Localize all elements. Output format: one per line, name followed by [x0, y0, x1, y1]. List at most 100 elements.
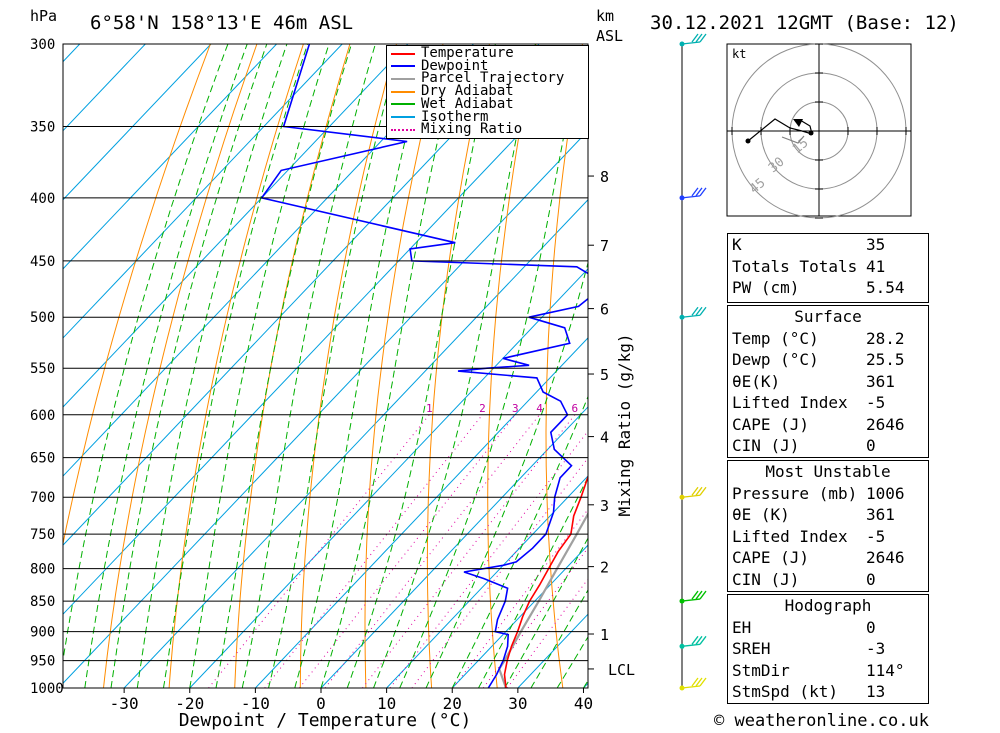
surface-dewp-value: 25.5	[866, 350, 905, 370]
height-tick-label: LCL	[608, 661, 635, 679]
indices-table: K 35 Totals Totals 41 PW (cm) 5.54	[727, 233, 929, 303]
wet-adiabat-line	[136, 44, 288, 688]
footer-credit[interactable]: © weatheronline.co.uk	[714, 711, 929, 731]
eh-value: 0	[866, 617, 876, 637]
surface-thetae-value: 361	[866, 371, 895, 391]
pressure-tick-label: 900	[30, 625, 55, 641]
height-tick-label: 3	[600, 497, 609, 515]
location-title: 6°58'N 158°13'E 46m ASL	[90, 12, 354, 34]
hodograph-trace-low	[781, 135, 805, 144]
dry-adiabat-line	[234, 44, 351, 688]
isotherm-line	[320, 406, 588, 688]
stmspd-label: StmSpd (kt)	[732, 682, 838, 702]
pressure-tick-label: 800	[30, 562, 55, 578]
axes: 3003504004505005506006507007508008509009…	[30, 33, 707, 731]
wind-barb	[679, 486, 707, 500]
legend-item: Wet Adiabat	[391, 95, 514, 112]
surface-cape-value: 2646	[866, 414, 905, 434]
datetime-title: 30.12.2021 12GMT (Base: 12)	[650, 12, 959, 34]
isotherm-line	[63, 60, 588, 615]
mu-cape-label: CAPE (J)	[732, 548, 810, 568]
mu-li-label: Lifted Index	[732, 526, 848, 546]
mixing-ratio-label: 2	[479, 402, 486, 415]
mixing-ratio-line	[324, 414, 540, 688]
surface-temp-label: Temp (°C)	[732, 328, 819, 348]
height-tick-label: 7	[600, 237, 609, 255]
temperature-tick-label: 30	[508, 694, 527, 713]
wet-adiabat-line	[63, 44, 229, 663]
storm-motion-marker	[793, 119, 803, 127]
isotherm-line	[63, 44, 146, 132]
wet-adiabat-line	[346, 44, 496, 688]
temperature-tick-label: 20	[443, 694, 462, 713]
hodograph-trace	[747, 118, 813, 142]
wind-barb	[679, 187, 707, 201]
isotherm-line	[63, 129, 588, 685]
stmdir-label: StmDir	[732, 660, 790, 680]
isotherm-line	[451, 544, 588, 688]
surface-cin-label: CIN (J)	[732, 436, 800, 456]
isotherm-line	[189, 268, 588, 688]
legend-swatch	[391, 103, 415, 106]
legend-item: Parcel Trajectory	[391, 71, 564, 85]
legend-swatch	[391, 77, 415, 80]
mixing-ratio-label: 20	[682, 402, 695, 415]
wet-adiabat-line	[320, 44, 461, 688]
mixing-ratio-line	[299, 414, 516, 688]
dry-adiabat-line	[545, 44, 583, 688]
height-tick-label: 1	[600, 626, 609, 644]
mixing-ratio-line	[264, 414, 483, 688]
legend: Temperature Dewpoint Parcel Trajectory Dry …	[386, 45, 589, 139]
mixing-ratio-axis-title: Mixing Ratio (g/kg)	[615, 333, 634, 516]
mixing-ratio-label: 6	[571, 402, 578, 415]
surface-cin-value: 0	[866, 436, 876, 456]
isotherm-line	[63, 44, 277, 270]
most-unstable-table: Most Unstable Pressure (mb) 1006 θE (K) 36…	[727, 460, 929, 592]
isotherm-line	[255, 337, 588, 688]
legend-label: Wet Adiabat	[421, 95, 514, 112]
sreh-value: -3	[866, 639, 886, 659]
temperature-tick-label: 10	[377, 694, 396, 713]
mu-thetae-value: 361	[866, 505, 895, 525]
hodograph-point	[808, 130, 814, 136]
pressure-tick-label: 650	[30, 451, 55, 467]
wet-adiabat-line	[399, 44, 583, 688]
mu-li-value: -5	[866, 526, 886, 546]
height-unit-label: km	[596, 7, 615, 25]
surface-title: Surface	[794, 307, 862, 327]
legend-item: Dry Adiabat	[391, 84, 514, 98]
legend-label: Isotherm	[421, 108, 489, 125]
surface-cape-label: CAPE (J)	[732, 414, 810, 434]
mu-pressure-value: 1006	[866, 483, 905, 503]
height-tick-label: 4	[600, 429, 609, 447]
mu-cin-label: CIN (J)	[732, 569, 800, 589]
height-ref-label: ASL	[596, 27, 624, 45]
height-tick-label: 6	[600, 301, 609, 319]
pressure-tick-label: 500	[30, 310, 55, 326]
mixing-ratio-line	[389, 430, 588, 688]
wind-barb	[679, 590, 707, 604]
surface-li-value: -5	[866, 393, 886, 413]
totals-value: 41	[866, 256, 886, 276]
isotherm-line	[63, 44, 343, 339]
hodograph-table: Hodograph EH 0 SREH -3 StmDir 114° StmSpd (…	[727, 594, 929, 704]
isotherm-line	[63, 44, 409, 408]
sreh-label: SREH	[732, 639, 771, 659]
pressure-tick-label: 400	[30, 191, 55, 207]
wind-barb	[679, 677, 707, 691]
temperature-tick-label: -20	[175, 694, 204, 713]
pressure-tick-label: 950	[30, 654, 55, 670]
pressure-tick-label: 450	[30, 254, 55, 270]
dewpoint-curve	[260, 44, 588, 688]
wet-adiabat-line	[84, 44, 248, 688]
hodo-title: Hodograph	[784, 596, 872, 616]
legend-item: Isotherm	[391, 108, 489, 125]
isotherm-line	[63, 44, 212, 201]
mu-thetae-label: θE (K)	[732, 505, 790, 525]
height-tick-label: 8	[600, 168, 609, 186]
legend-item: Dewpoint	[391, 59, 488, 73]
pressure-tick-label: 550	[30, 361, 55, 377]
dry-adiabat-line	[657, 44, 694, 688]
temperature-tick-label: -10	[241, 694, 270, 713]
